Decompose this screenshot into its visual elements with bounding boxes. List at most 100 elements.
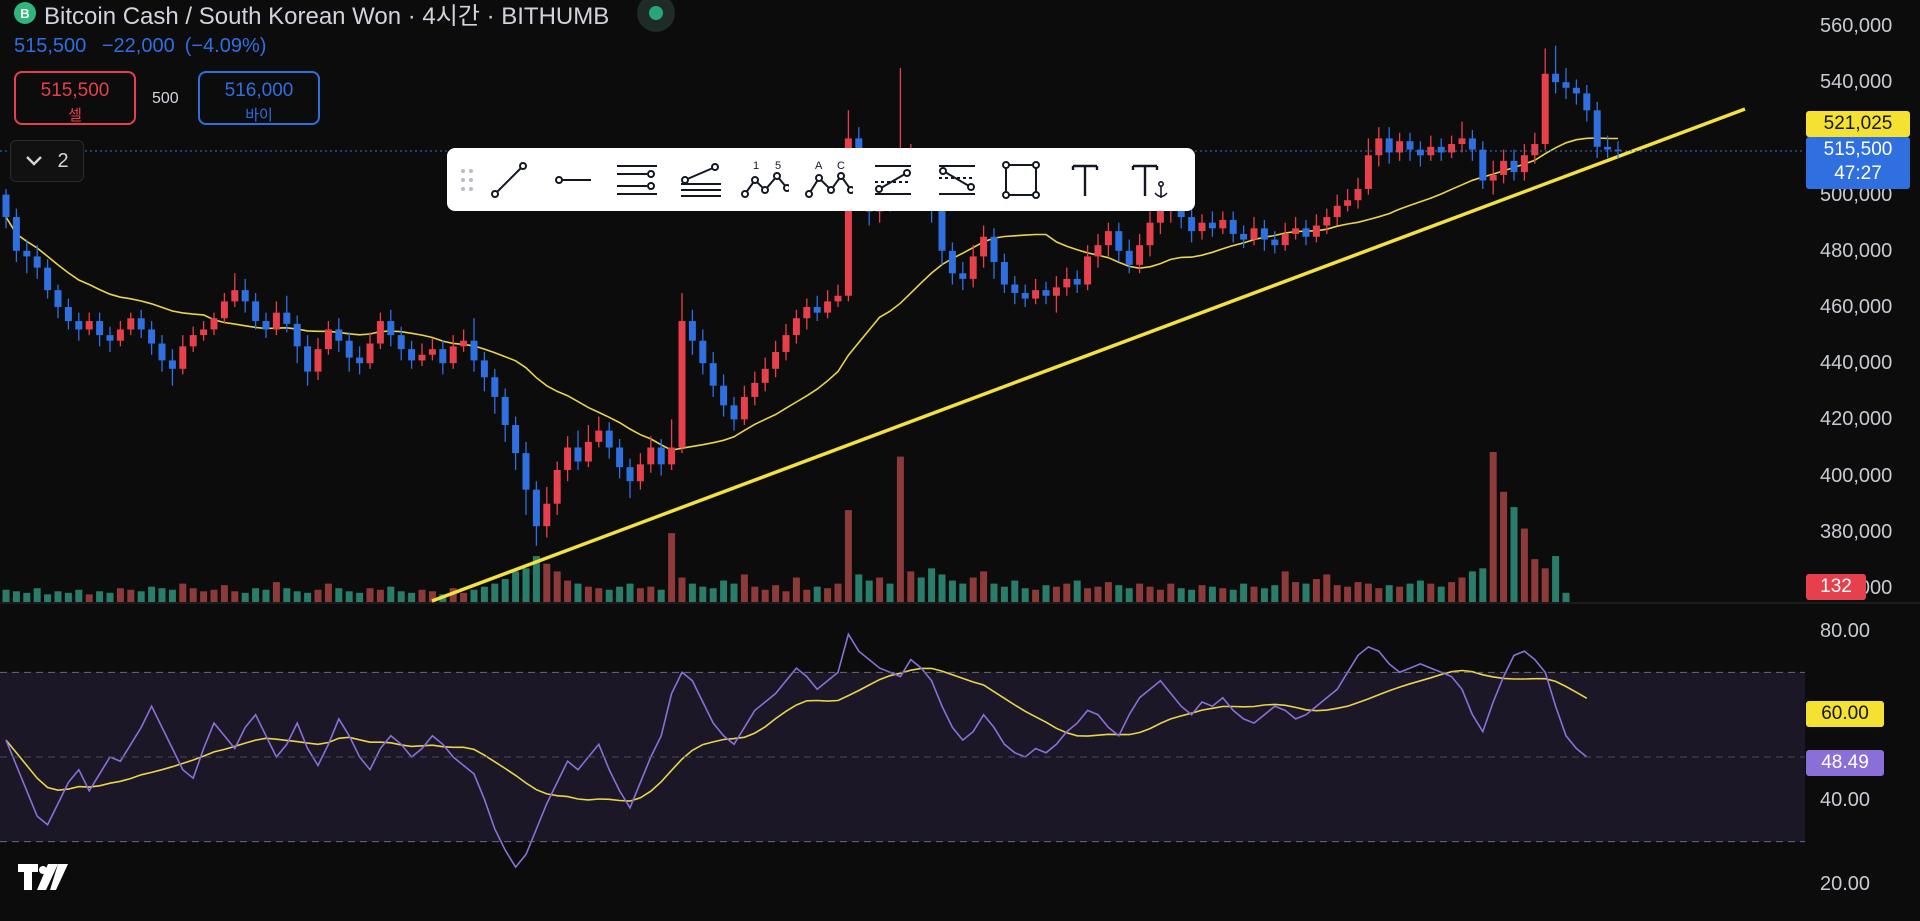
volume-bar [1489,452,1497,602]
volume-bar [1198,585,1206,602]
volume-bar [1000,586,1008,602]
text-tool-button[interactable] [1053,155,1117,205]
candle [439,340,447,375]
buy-button[interactable]: 516,000 바이 [198,71,320,125]
volume-bar [12,591,20,602]
candle-body [1042,290,1050,296]
candle [33,245,41,279]
symbol-header[interactable]: B Bitcoin Cash / South Korean Won · 4시간 … [14,0,676,32]
candle-body [1125,250,1133,265]
candle-body [376,321,384,344]
volume-bar [85,594,93,602]
volume-bar [584,586,592,602]
volume-bar [647,586,655,602]
volume-bar [699,586,707,602]
candle [782,323,790,361]
volume-bar [928,568,936,602]
market-status-icon[interactable] [637,0,676,32]
candle-body [616,447,624,468]
trend-line-tool-button[interactable] [477,155,541,205]
volume-bar [158,588,166,602]
candle-body [44,267,52,291]
sell-button[interactable]: 515,500 셀 [14,71,136,125]
candle [1604,135,1612,159]
volume-bar [1312,579,1320,602]
buy-price: 516,000 [224,80,294,101]
candle [262,312,270,338]
volume-bar [470,589,478,602]
volume-bar [418,589,426,602]
candle [1052,276,1060,313]
candle [210,312,218,336]
volume-bar [189,588,197,602]
candle-body [678,321,686,448]
candle-body [1323,217,1331,226]
candle [1115,222,1123,263]
drag-handle-icon[interactable] [457,163,477,197]
candle-body [605,430,613,448]
volume-bar [241,592,249,602]
volume-bar [1354,582,1362,602]
candle [1125,239,1133,274]
parallel-channel-tool-button[interactable] [605,155,669,205]
candle [751,371,759,406]
volume-bar [408,592,416,602]
candle [64,298,72,330]
candle [616,439,624,479]
volume-bar [231,591,239,602]
volume-bar [824,588,832,602]
anchored-text-tool-button[interactable] [1117,155,1181,205]
candle [1073,270,1081,293]
candle-body [1583,93,1591,111]
candle [158,335,166,372]
candle [1416,141,1424,167]
candle-body [688,321,696,341]
volume-bar [1032,589,1040,602]
indicators-toggle-button[interactable]: 2 [10,140,84,182]
price-summary: 515,500 −22,000 (−4.09%) [14,35,276,58]
volume-bar [1229,589,1237,602]
candle-body [1385,138,1393,153]
candle-body [1219,219,1227,229]
candle [408,340,416,369]
volume-bar [137,591,145,602]
candle [96,312,104,347]
candle-body [1531,144,1539,156]
candle [1572,79,1580,105]
rectangle-tool-button[interactable] [989,155,1053,205]
order-quantity[interactable]: 500 [152,90,179,107]
candle [428,337,436,361]
candle-body [512,425,520,454]
long-position-tool-button[interactable] [861,155,925,205]
volume-bar [1219,588,1227,602]
candle [720,374,728,417]
price-axis-label: 560,000 [1820,15,1893,37]
pitchfork-tool-button[interactable] [669,155,733,205]
candle [1021,284,1029,307]
volume-bar [272,582,280,602]
candle [1208,211,1216,237]
short-position-tool-button[interactable] [925,155,989,205]
candle [366,332,374,369]
volume-bar [553,571,561,602]
candle [1364,138,1372,195]
volume-bar [1344,586,1352,602]
text-icon [1071,164,1099,196]
candle-body [241,290,249,302]
candle [293,315,301,364]
rsi-axis-label-80: 80.00 [1820,620,1871,642]
candle [75,312,83,341]
horizontal-ray-tool-button[interactable] [541,155,605,205]
candle-body [1479,149,1487,181]
price-axis-label: 440,000 [1820,352,1893,375]
volume-bar [938,574,946,602]
candle-body [293,323,301,347]
candle [740,385,748,426]
volume-bar [834,583,842,602]
bar-countdown: 47:27 [1834,163,1882,184]
candle-body [23,250,31,257]
svg-text:5: 5 [775,160,781,172]
